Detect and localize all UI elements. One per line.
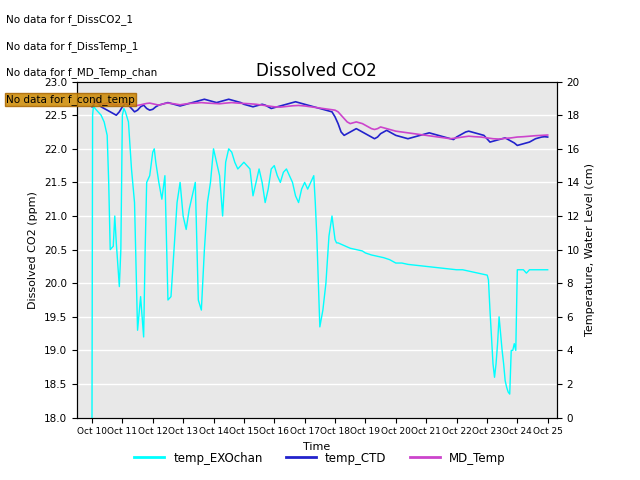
temp_EXOchan: [173, 200, 181, 205]
Text: No data for f_DissCO2_1: No data for f_DissCO2_1: [6, 14, 133, 25]
Text: No data for f_cond_temp: No data for f_cond_temp: [6, 94, 135, 105]
Text: No data for f_MD_Temp_chan: No data for f_MD_Temp_chan: [6, 67, 157, 78]
temp_EXOchan: [170, 247, 178, 252]
MD_Temp: [544, 132, 552, 138]
Title: Dissolved CO2: Dissolved CO2: [257, 62, 377, 80]
MD_Temp: [380, 125, 387, 131]
temp_CTD: [529, 138, 536, 144]
Line: MD_Temp: MD_Temp: [92, 103, 548, 139]
temp_CTD: [289, 100, 296, 106]
X-axis label: Time: Time: [303, 442, 330, 452]
Y-axis label: Dissolved CO2 (ppm): Dissolved CO2 (ppm): [28, 191, 38, 309]
temp_CTD: [513, 143, 521, 148]
MD_Temp: [283, 104, 291, 109]
temp_CTD: [115, 109, 123, 115]
temp_CTD: [544, 134, 552, 140]
temp_EXOchan: [285, 173, 293, 179]
temp_CTD: [93, 96, 100, 101]
Text: No data for f_DissTemp_1: No data for f_DissTemp_1: [6, 41, 139, 52]
temp_EXOchan: [122, 109, 129, 115]
temp_CTD: [88, 104, 96, 109]
MD_Temp: [113, 102, 120, 108]
Legend: temp_EXOchan, temp_CTD, MD_Temp: temp_EXOchan, temp_CTD, MD_Temp: [129, 447, 511, 469]
temp_EXOchan: [544, 267, 552, 273]
MD_Temp: [91, 100, 99, 106]
Y-axis label: Temperature, Water Level (cm): Temperature, Water Level (cm): [586, 163, 595, 336]
MD_Temp: [398, 129, 406, 135]
MD_Temp: [349, 120, 357, 126]
temp_CTD: [146, 108, 154, 113]
temp_EXOchan: [319, 307, 326, 313]
Line: temp_CTD: temp_CTD: [92, 98, 548, 145]
temp_EXOchan: [88, 415, 96, 420]
temp_CTD: [410, 134, 418, 140]
Line: temp_EXOchan: temp_EXOchan: [92, 105, 548, 418]
MD_Temp: [167, 100, 175, 106]
temp_EXOchan: [90, 102, 97, 108]
MD_Temp: [495, 136, 503, 142]
temp_EXOchan: [188, 193, 196, 199]
temp_CTD: [468, 129, 476, 135]
MD_Temp: [88, 100, 96, 106]
